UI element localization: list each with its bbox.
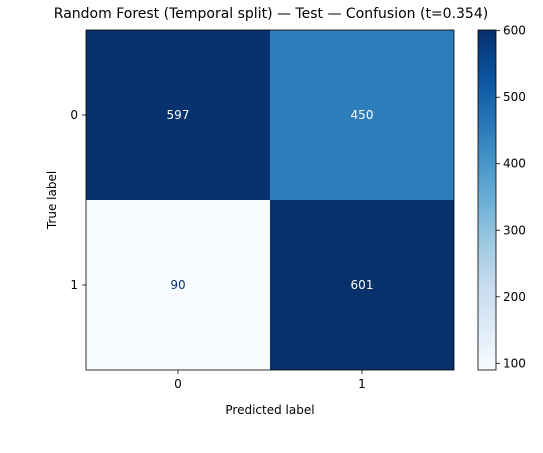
cell-value-0-1: 450 (351, 108, 374, 122)
x-tick-label-0: 0 (174, 377, 182, 391)
colorbar-tick-label-2: 300 (503, 223, 526, 237)
cell-value-0-0: 597 (167, 108, 190, 122)
cell-1-1 (270, 200, 454, 370)
colorbar-tick-label-0: 100 (503, 356, 526, 370)
colorbar-tick-label-1: 200 (503, 290, 526, 304)
cell-0-1 (270, 30, 454, 200)
cell-0-0 (86, 30, 270, 200)
y-tick-label-0: 0 (70, 108, 78, 122)
cell-value-1-1: 601 (351, 278, 374, 292)
colorbar-tick-label-3: 400 (503, 157, 526, 171)
y-tick-label-1: 1 (70, 278, 78, 292)
x-axis-label: Predicted label (225, 403, 314, 417)
y-axis-label: True label (45, 171, 59, 230)
colorbar-tick-label-4: 500 (503, 90, 526, 104)
plot-frame (85, 29, 455, 371)
cell-value-1-0: 90 (170, 278, 185, 292)
colorbar-ticks: 100 200 300 400 500 600 (496, 24, 526, 370)
colorbar (477, 29, 497, 371)
heatmap-cells: 597 450 90 601 (86, 30, 454, 370)
x-tick-label-1: 1 (358, 377, 366, 391)
cell-1-0 (86, 200, 270, 370)
chart-title: Random Forest (Temporal split) — Test — … (54, 6, 488, 22)
y-axis-ticks: 01 (70, 108, 86, 292)
colorbar-tick-label-5: 600 (503, 24, 526, 38)
